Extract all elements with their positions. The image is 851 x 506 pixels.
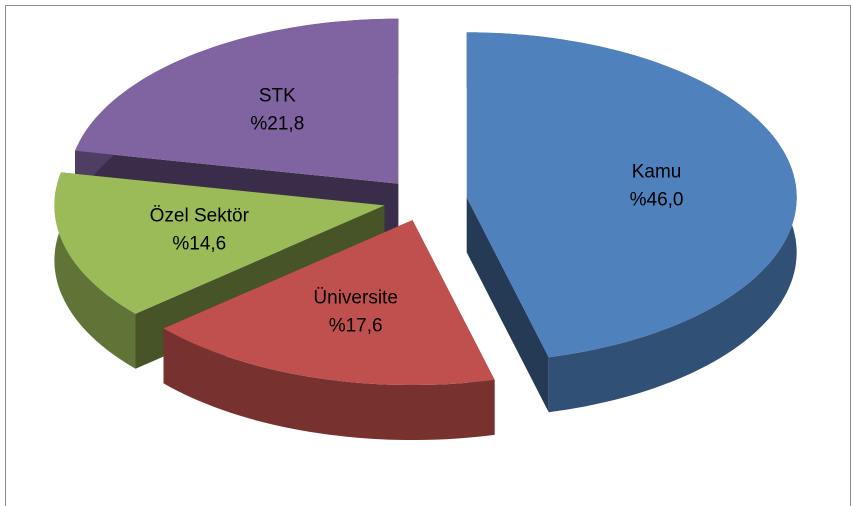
slice-wall <box>163 328 495 440</box>
slice <box>163 220 495 385</box>
slice-value-label: %21,8 <box>250 114 304 135</box>
slice-value-label: %46,0 <box>630 189 684 210</box>
slice-value-label: %17,6 <box>329 315 383 336</box>
slice-category-label: Özel Sektör <box>150 206 250 227</box>
slice-category-label: STK <box>259 86 296 107</box>
slice-category-label: Kamu <box>632 161 682 182</box>
slice-side <box>466 197 549 413</box>
slice <box>75 18 399 184</box>
slice <box>466 32 797 358</box>
slice-wall <box>54 172 136 369</box>
slice-value-label: %14,6 <box>172 234 226 255</box>
slice <box>54 172 385 314</box>
slice-category-label: Üniversite <box>313 287 397 308</box>
